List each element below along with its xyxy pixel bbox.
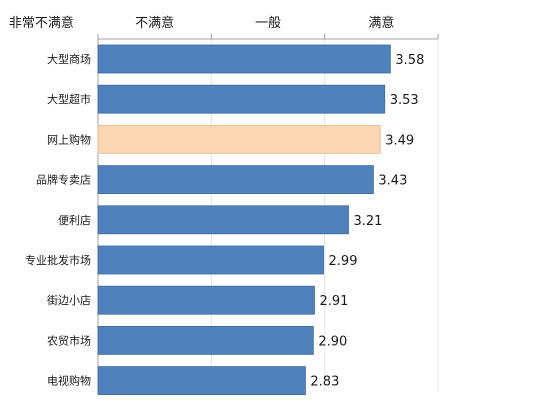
- category-label: 品牌专卖店: [36, 173, 91, 187]
- bar: [97, 245, 324, 275]
- category-label: 大型商场: [47, 52, 91, 66]
- axis-tick-label: 不满意: [135, 15, 174, 31]
- bars: [97, 44, 391, 396]
- category-label: 农贸市场: [47, 333, 91, 347]
- bar: [97, 84, 386, 114]
- data-label: 2.83: [310, 375, 339, 390]
- data-label: 2.99: [329, 254, 358, 269]
- data-label: 3.53: [390, 93, 419, 108]
- category-label: 电视购物: [47, 374, 91, 388]
- data-label: 2.90: [318, 334, 347, 349]
- bar: [97, 325, 314, 355]
- data-label: 2.91: [319, 294, 348, 309]
- axis-tick-label: 非常不满意: [9, 15, 74, 31]
- bar: [97, 44, 391, 74]
- category-label: 专业批发市场: [25, 253, 91, 267]
- category-label: 街边小店: [47, 293, 91, 307]
- bar: [97, 165, 374, 195]
- category-label: 网上购物: [47, 132, 91, 146]
- data-label: 3.49: [385, 133, 414, 148]
- bar: [97, 366, 306, 396]
- axis-tick-label: 一般: [255, 15, 281, 31]
- bar: [97, 285, 315, 315]
- data-label: 3.58: [395, 53, 424, 68]
- value-labels: 3.58 3.53 3.49 3.43 3.21 2.99 2.91 2.90 2.83: [310, 53, 424, 390]
- category-label: 便利店: [58, 213, 91, 227]
- data-label: 3.21: [353, 214, 382, 229]
- bar: [97, 205, 349, 235]
- bar: [97, 125, 381, 154]
- data-label: 3.43: [378, 174, 407, 189]
- axis-tick-label: 满意: [368, 15, 394, 31]
- category-label: 大型超市: [47, 92, 91, 106]
